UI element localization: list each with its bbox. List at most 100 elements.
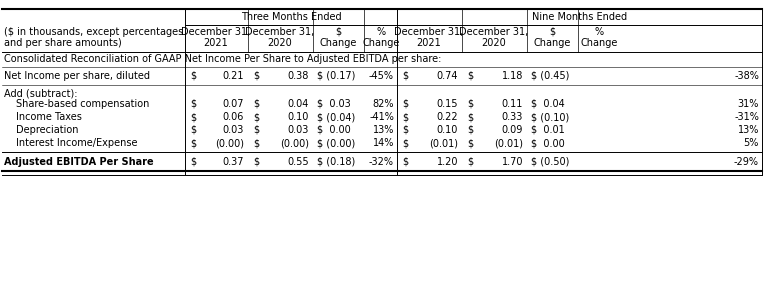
Text: $  0.03: $ 0.03 bbox=[317, 99, 351, 109]
Text: (0.01): (0.01) bbox=[429, 138, 458, 148]
Text: $: $ bbox=[253, 112, 259, 122]
Text: $ (0.17): $ (0.17) bbox=[317, 71, 355, 81]
Text: $: $ bbox=[402, 157, 408, 167]
Text: 1.70: 1.70 bbox=[502, 157, 523, 167]
Text: $  0.00: $ 0.00 bbox=[531, 138, 565, 148]
Text: -45%: -45% bbox=[369, 71, 394, 81]
Text: 0.03: 0.03 bbox=[223, 125, 244, 135]
Text: Income Taxes: Income Taxes bbox=[16, 112, 82, 122]
Text: 0.04: 0.04 bbox=[287, 99, 309, 109]
Text: $  0.04: $ 0.04 bbox=[531, 99, 565, 109]
Text: -38%: -38% bbox=[734, 71, 759, 81]
Text: $: $ bbox=[335, 27, 341, 37]
Text: 0.74: 0.74 bbox=[437, 71, 458, 81]
Text: (0.00): (0.00) bbox=[215, 138, 244, 148]
Text: and per share amounts): and per share amounts) bbox=[4, 38, 122, 48]
Text: 1.20: 1.20 bbox=[437, 157, 458, 167]
Text: Interest Income/Expense: Interest Income/Expense bbox=[16, 138, 138, 148]
Text: 31%: 31% bbox=[738, 99, 759, 109]
Text: $: $ bbox=[402, 112, 408, 122]
Text: $: $ bbox=[467, 157, 473, 167]
Text: $ (0.45): $ (0.45) bbox=[531, 71, 569, 81]
Text: $: $ bbox=[402, 99, 408, 109]
Text: $: $ bbox=[253, 125, 259, 135]
Text: 0.38: 0.38 bbox=[287, 71, 309, 81]
Text: Change: Change bbox=[581, 38, 617, 48]
Text: $ (0.50): $ (0.50) bbox=[531, 157, 569, 167]
Text: $: $ bbox=[190, 71, 196, 81]
Text: $: $ bbox=[402, 138, 408, 148]
Text: 13%: 13% bbox=[738, 125, 759, 135]
Text: $: $ bbox=[253, 71, 259, 81]
Text: $: $ bbox=[190, 125, 196, 135]
Text: %: % bbox=[594, 27, 604, 37]
Text: $: $ bbox=[467, 138, 473, 148]
Text: ($ in thousands, except percentages: ($ in thousands, except percentages bbox=[4, 27, 183, 37]
Text: Adjusted EBITDA Per Share: Adjusted EBITDA Per Share bbox=[4, 157, 154, 167]
Text: 2021: 2021 bbox=[417, 38, 441, 48]
Text: $: $ bbox=[253, 138, 259, 148]
Text: Change: Change bbox=[319, 38, 357, 48]
Text: Nine Months Ended: Nine Months Ended bbox=[532, 12, 627, 22]
Text: December 31,: December 31, bbox=[394, 27, 463, 37]
Text: 13%: 13% bbox=[372, 125, 394, 135]
Text: $: $ bbox=[253, 99, 259, 109]
Text: Share-based compensation: Share-based compensation bbox=[16, 99, 149, 109]
Text: 0.07: 0.07 bbox=[222, 99, 244, 109]
Text: Add (subtract):: Add (subtract): bbox=[4, 88, 77, 98]
Text: -29%: -29% bbox=[734, 157, 759, 167]
Text: 0.06: 0.06 bbox=[223, 112, 244, 122]
Text: -32%: -32% bbox=[369, 157, 394, 167]
Text: 0.55: 0.55 bbox=[287, 157, 309, 167]
Text: $  0.00: $ 0.00 bbox=[317, 125, 351, 135]
Text: -41%: -41% bbox=[369, 112, 394, 122]
Text: $ (0.04): $ (0.04) bbox=[317, 112, 355, 122]
Text: $: $ bbox=[467, 99, 473, 109]
Text: (0.00): (0.00) bbox=[280, 138, 309, 148]
Text: Depreciation: Depreciation bbox=[16, 125, 78, 135]
Text: $ (0.18): $ (0.18) bbox=[317, 157, 355, 167]
Text: $: $ bbox=[190, 138, 196, 148]
Text: $  0.01: $ 0.01 bbox=[531, 125, 565, 135]
Text: 2020: 2020 bbox=[482, 38, 506, 48]
Text: Change: Change bbox=[533, 38, 571, 48]
Text: 0.09: 0.09 bbox=[502, 125, 523, 135]
Text: $: $ bbox=[467, 125, 473, 135]
Text: $: $ bbox=[402, 125, 408, 135]
Text: $: $ bbox=[253, 157, 259, 167]
Text: 2021: 2021 bbox=[204, 38, 228, 48]
Text: -31%: -31% bbox=[734, 112, 759, 122]
Text: Change: Change bbox=[362, 38, 400, 48]
Text: $: $ bbox=[190, 99, 196, 109]
Text: $: $ bbox=[467, 112, 473, 122]
Text: Consolidated Reconciliation of GAAP Net Income Per Share to Adjusted EBITDA per : Consolidated Reconciliation of GAAP Net … bbox=[4, 54, 441, 64]
Text: $: $ bbox=[190, 112, 196, 122]
Text: $ (0.00): $ (0.00) bbox=[317, 138, 355, 148]
Text: December 31,: December 31, bbox=[182, 27, 250, 37]
Text: $: $ bbox=[190, 157, 196, 167]
Text: 14%: 14% bbox=[372, 138, 394, 148]
Text: 0.10: 0.10 bbox=[437, 125, 458, 135]
Text: 0.03: 0.03 bbox=[287, 125, 309, 135]
Text: 0.21: 0.21 bbox=[222, 71, 244, 81]
Text: December 31,: December 31, bbox=[460, 27, 529, 37]
Text: 0.10: 0.10 bbox=[287, 112, 309, 122]
Text: 0.33: 0.33 bbox=[502, 112, 523, 122]
Text: Three Months Ended: Three Months Ended bbox=[241, 12, 342, 22]
Text: 2020: 2020 bbox=[267, 38, 293, 48]
Text: 0.15: 0.15 bbox=[437, 99, 458, 109]
Text: Net Income per share, diluted: Net Income per share, diluted bbox=[4, 71, 150, 81]
Text: (0.01): (0.01) bbox=[494, 138, 523, 148]
Text: $ (0.10): $ (0.10) bbox=[531, 112, 569, 122]
Text: 82%: 82% bbox=[372, 99, 394, 109]
Text: 1.18: 1.18 bbox=[502, 71, 523, 81]
Text: 0.37: 0.37 bbox=[222, 157, 244, 167]
Text: December 31,: December 31, bbox=[245, 27, 315, 37]
Text: %: % bbox=[376, 27, 385, 37]
Text: $: $ bbox=[549, 27, 555, 37]
Text: 0.11: 0.11 bbox=[502, 99, 523, 109]
Text: $: $ bbox=[402, 71, 408, 81]
Text: 5%: 5% bbox=[744, 138, 759, 148]
Text: $: $ bbox=[467, 71, 473, 81]
Text: 0.22: 0.22 bbox=[437, 112, 458, 122]
